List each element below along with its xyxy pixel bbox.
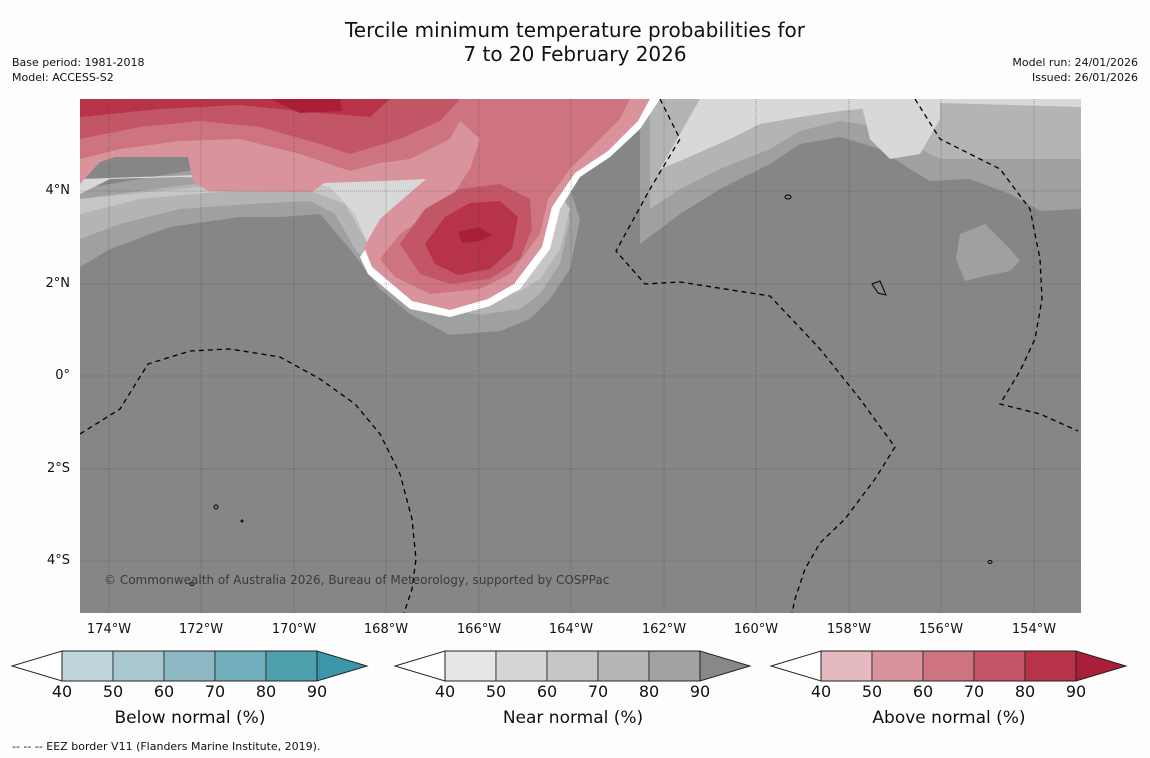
colorbar-below-tick-80: 80 — [255, 682, 277, 701]
eez-borders — [80, 99, 1079, 613]
colorbar-near-tick-70: 70 — [587, 682, 609, 701]
colorbar-below-tick-90: 90 — [306, 682, 328, 701]
colorbar-below-swatch-40 — [61, 650, 114, 682]
colorbar-above-swatch-80 — [1024, 650, 1077, 682]
copyright-notice: © Commonwealth of Australia 2026, Bureau… — [104, 573, 609, 587]
lon-label-158w: 158°W — [826, 622, 872, 637]
islands — [189, 194, 993, 586]
model-run: Model run: 24/01/2026 — [1012, 56, 1138, 69]
above-normal-60-northeast — [545, 119, 590, 169]
base-period: Base period: 1981-2018 — [12, 56, 145, 69]
island-5 — [189, 582, 195, 586]
near-normal-60-east — [660, 99, 1081, 169]
colorbar-near-swatch-60 — [546, 650, 599, 682]
colorbar-below-normal: 40 50 60 70 80 90 Below normal (%) — [10, 650, 370, 740]
lat-label-0: 0° — [55, 368, 70, 383]
colorbar-near-tick-50: 50 — [485, 682, 507, 701]
colorbar-near-tick-60: 60 — [536, 682, 558, 701]
colorbar-above-min-triangle — [769, 650, 822, 682]
metadata-right: Model run: 24/01/2026 Issued: 26/01/2026 — [1012, 55, 1138, 85]
lat-label-2s: 2°S — [46, 461, 70, 476]
lon-label-160w: 160°W — [733, 622, 779, 637]
colorbar-near-swatch-50 — [495, 650, 548, 682]
lon-label-168w: 168°W — [363, 622, 409, 637]
probability-map: © Commonwealth of Australia 2026, Bureau… — [80, 99, 1081, 613]
colorbar-above-tick-70: 70 — [963, 682, 985, 701]
grid-lines — [80, 99, 1081, 613]
model-name: Model: ACCESS-S2 — [12, 71, 114, 84]
colorbar-below-normal-graphic — [10, 650, 369, 682]
colorbar-below-min-triangle — [10, 650, 63, 682]
colorbar-above-swatch-50 — [871, 650, 924, 682]
eez-border-central — [615, 99, 896, 613]
title-line-2: 7 to 20 February 2026 — [463, 42, 687, 66]
colorbar-above-normal: 40 50 60 70 80 90 Above normal (%) — [769, 650, 1129, 740]
colorbar-above-tick-50: 50 — [861, 682, 883, 701]
colorbar-near-frame — [444, 650, 701, 682]
near-normal-60-northeast-patch — [860, 99, 940, 159]
metadata-left: Base period: 1981-2018 Model: ACCESS-S2 — [12, 55, 144, 85]
colorbar-above-tick-80: 80 — [1014, 682, 1036, 701]
colorbar-above-swatch-70 — [973, 650, 1026, 682]
colorbar-near-normal-graphic — [393, 650, 752, 682]
colorbar-below-tick-70: 70 — [204, 682, 226, 701]
colorbar-near-min-triangle — [393, 650, 446, 682]
lat-label-4n: 4°N — [45, 183, 71, 198]
colorbar-below-tick-60: 60 — [153, 682, 175, 701]
colorbar-above-swatch-40 — [820, 650, 873, 682]
eez-border-west — [80, 348, 417, 613]
colorbar-near-swatch-80 — [648, 650, 701, 682]
colorbar-above-swatch-60 — [922, 650, 975, 682]
lon-label-162w: 162°W — [641, 622, 687, 637]
colorbar-below-tick-50: 50 — [102, 682, 124, 701]
eez-border-east — [914, 99, 1079, 432]
colorbar-near-tick-80: 80 — [638, 682, 660, 701]
colorbar-near-swatch-40 — [444, 650, 497, 682]
island-4 — [987, 560, 993, 564]
colorbar-above-label: Above normal (%) — [872, 708, 1026, 728]
colorbar-above-tick-40: 40 — [810, 682, 832, 701]
colorbar-below-swatch-80 — [265, 650, 318, 682]
island-1 — [784, 194, 792, 200]
colorbar-near-normal: 40 50 60 70 80 90 Near normal (%) — [393, 650, 753, 740]
near-normal-70-east — [650, 99, 1081, 209]
colorbar-below-swatch-50 — [112, 650, 165, 682]
above-normal-80 — [80, 99, 518, 275]
colorbar-above-max-triangle — [1075, 650, 1128, 682]
near-normal-80-patch-right — [956, 224, 1020, 281]
colorbar-below-swatch-60 — [163, 650, 216, 682]
colorbar-above-frame — [820, 650, 1077, 682]
colorbar-near-label: Near normal (%) — [502, 708, 644, 728]
chart-title: Tercile minimum temperature probabilitie… — [0, 18, 1150, 66]
colorbar-above-tick-90: 90 — [1065, 682, 1087, 701]
colorbar-above-normal-graphic — [769, 650, 1128, 682]
colorbar-near-swatch-70 — [597, 650, 650, 682]
lon-label-172w: 172°W — [178, 622, 224, 637]
title-line-1: Tercile minimum temperature probabilitie… — [344, 18, 806, 42]
lon-label-174w: 174°W — [86, 622, 132, 637]
colorbar-below-label: Below normal (%) — [114, 708, 266, 728]
colorbar-near-tick-40: 40 — [434, 682, 456, 701]
colorbar-below-tick-40: 40 — [51, 682, 73, 701]
colorbar-below-max-triangle — [316, 650, 369, 682]
lat-label-4s: 4°S — [46, 553, 70, 568]
issued-date: Issued: 26/01/2026 — [1031, 71, 1138, 84]
eez-legend-footer: -- -- -- EEZ border V11 (Flanders Marine… — [12, 740, 321, 753]
lon-label-164w: 164°W — [548, 622, 594, 637]
island-6 — [240, 519, 244, 523]
lon-label-166w: 166°W — [456, 622, 502, 637]
colorbar-below-frame — [61, 650, 318, 682]
island-2 — [871, 280, 887, 296]
lat-label-2n: 2°N — [45, 276, 71, 291]
lon-label-154w: 154°W — [1011, 622, 1057, 637]
lon-label-170w: 170°W — [271, 622, 317, 637]
colorbar-above-tick-60: 60 — [912, 682, 934, 701]
colorbar-near-tick-90: 90 — [689, 682, 711, 701]
island-3 — [213, 504, 219, 510]
colorbar-below-swatch-70 — [214, 650, 267, 682]
lon-label-156w: 156°W — [918, 622, 964, 637]
above-normal-70 — [80, 99, 532, 284]
colorbar-near-max-triangle — [699, 650, 752, 682]
